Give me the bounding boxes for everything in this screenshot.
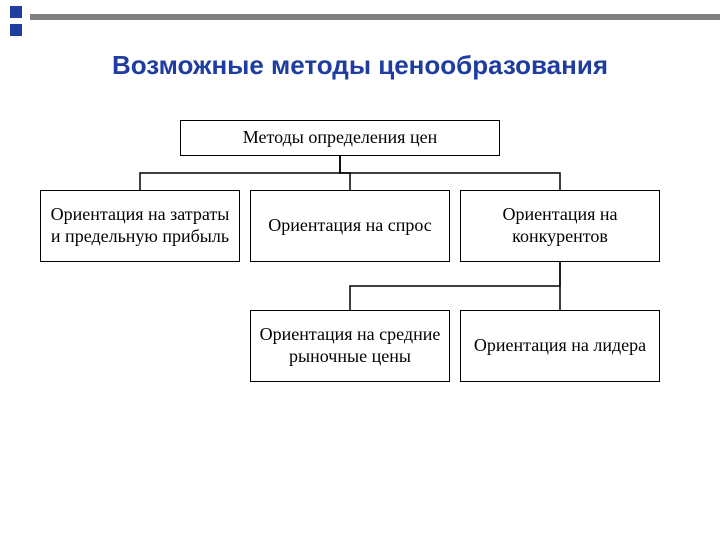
diagram-node-avg: Ориентация на средние рыночные цены (250, 310, 450, 382)
diagram-node-comp: Ориентация на конкурентов (460, 190, 660, 262)
slide-title: Возможные методы ценообразования (0, 50, 720, 81)
bullet-icon (10, 24, 22, 36)
slide: Возможные методы ценообразования Методы … (0, 0, 720, 540)
diagram-connectors (0, 0, 720, 540)
corner-bullets (10, 6, 22, 36)
header-divider (30, 14, 720, 20)
diagram-node-lead: Ориентация на лидера (460, 310, 660, 382)
diagram-node-demand: Ориентация на спрос (250, 190, 450, 262)
diagram-node-root: Методы определения цен (180, 120, 500, 156)
diagram-node-cost: Ориентация на затраты и предельную прибы… (40, 190, 240, 262)
bullet-icon (10, 6, 22, 18)
